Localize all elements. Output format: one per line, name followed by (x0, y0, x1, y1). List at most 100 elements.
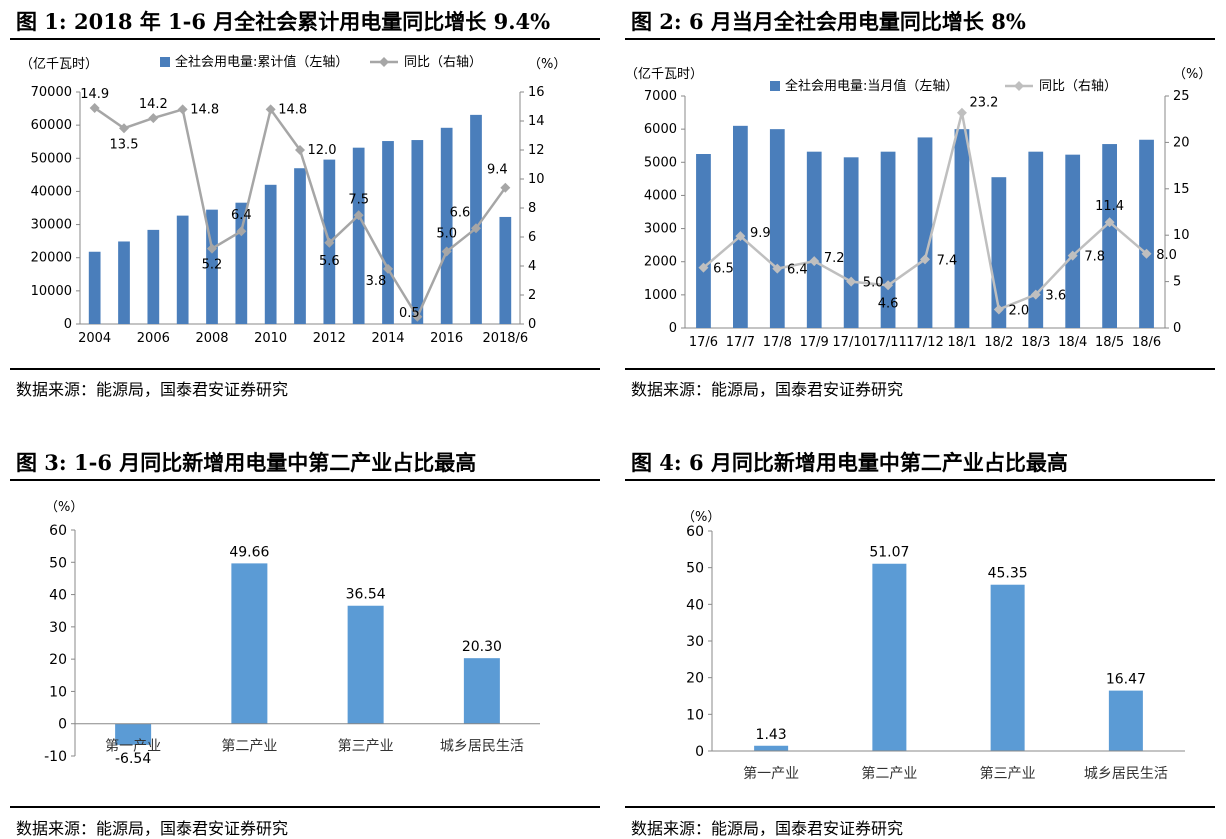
title-rule (10, 479, 600, 481)
legend-bar-label: 全社会用电量:累计值（左轴） (175, 54, 348, 70)
y-tick-label: 50 (686, 561, 704, 577)
bar (733, 125, 748, 328)
right-tick-label: 2 (528, 288, 536, 303)
y-tick-label: 10 (686, 707, 704, 723)
x-tick-label: 18/4 (1058, 335, 1087, 350)
bar (411, 140, 424, 324)
left-tick-label: 30000 (31, 218, 72, 233)
x-tick-label: 2016 (430, 331, 463, 346)
y-tick-label: 40 (49, 588, 67, 604)
bar (917, 137, 933, 328)
right-tick-label: 0 (528, 317, 536, 332)
data-label: 2.0 (1009, 303, 1030, 318)
legend-bar-swatch (160, 57, 170, 67)
line-point (236, 226, 247, 237)
data-label: 6.4 (787, 263, 808, 278)
right-tick-label: 8 (528, 201, 536, 216)
left-tick-label: 6000 (644, 122, 677, 137)
figure-title: 图 2: 6 月当月全社会用电量同比增长 8% (631, 9, 1026, 34)
line-point (772, 263, 783, 274)
line-point (735, 231, 746, 242)
data-label: 36.54 (346, 587, 386, 603)
category-label: 城乡居民生活 (1084, 766, 1168, 782)
figure-title: 图 3: 1-6 月同比新增用电量中第二产业占比最高 (16, 450, 477, 475)
data-label: 14.8 (190, 102, 219, 117)
right-tick-label: 10 (1173, 228, 1190, 243)
data-label: 8.0 (1156, 248, 1177, 263)
figure-4: 图 4: 6 月同比新增用电量中第二产业占比最高 （%） 0 10 20 30 40 50 6… (625, 419, 1215, 838)
category-label: 第三产业 (338, 738, 394, 755)
x-tick-label: 18/3 (1021, 335, 1050, 350)
bar (352, 147, 365, 324)
y-tick-label: 60 (686, 524, 704, 540)
right-tick-label: 25 (1173, 89, 1190, 104)
x-tick-label: 17/8 (763, 335, 792, 350)
bar (1028, 151, 1044, 328)
x-tick-label: 2008 (195, 331, 228, 346)
chart-3: （%） -10 0 10 20 30 40 50 60 -6.54 49.66 36.54 20.30 第… (44, 500, 540, 767)
data-label: 23.2 (969, 96, 998, 111)
y-tick-label: 30 (686, 634, 704, 650)
right-tick-label: 20 (1173, 135, 1190, 150)
line-point (119, 123, 129, 134)
y-tick-label: 20 (49, 652, 67, 668)
line-point (1141, 248, 1152, 259)
data-label: 11.4 (1095, 199, 1124, 214)
line-point (148, 113, 159, 124)
line-point (265, 104, 276, 115)
data-label: 20.30 (462, 639, 502, 655)
data-label: -6.54 (115, 751, 151, 767)
bar (990, 584, 1025, 751)
x-tick-label: 17/11 (869, 335, 906, 350)
figure-3: 图 3: 1-6 月同比新增用电量中第二产业占比最高 （%） -10 0 10 20 30… (10, 419, 600, 838)
legend-line-marker (379, 57, 389, 67)
x-tick-label: 2018/6 (482, 331, 528, 346)
data-label: 5.6 (319, 254, 340, 269)
bar (1065, 154, 1081, 328)
bar (115, 723, 152, 745)
bar (440, 127, 453, 325)
x-tick-label: 2012 (313, 331, 346, 346)
chart-1: （亿千瓦时） （%） 全社会用电量:累计值（左轴） 同比（右轴） 0 10000 20000… (20, 54, 566, 346)
source-note: 数据来源：能源局，国泰君安证券研究 (16, 380, 289, 399)
bar (1108, 690, 1143, 751)
bar (88, 251, 101, 324)
x-tick-label: 18/2 (984, 335, 1013, 350)
legend-line-marker (1014, 81, 1024, 91)
figure-title: 图 1: 2018 年 1-6 月全社会累计用电量同比增长 9.4% (16, 9, 551, 34)
data-label: 12.0 (308, 143, 337, 158)
y-axis-unit: （%） (682, 510, 720, 525)
y-tick-label: 20 (686, 671, 704, 687)
line-point (956, 107, 967, 118)
right-tick-label: 10 (528, 172, 545, 187)
data-label: 7.5 (348, 192, 369, 207)
chart-4: （%） 0 10 20 30 40 50 60 1.43 51.07 45.35 16.47 第一产业 第… (682, 510, 1185, 782)
data-label: 6.4 (231, 208, 252, 223)
x-tick-label: 2006 (137, 331, 170, 346)
data-label: 5.0 (863, 276, 884, 291)
bar (176, 215, 189, 324)
bar (872, 563, 907, 751)
data-label: 7.2 (824, 251, 845, 266)
left-tick-label: 60000 (31, 118, 72, 133)
data-label: 14.9 (80, 87, 109, 102)
left-tick-label: 0 (669, 321, 677, 336)
left-tick-label: 10000 (31, 284, 72, 299)
legend-line-label: 同比（右轴） (404, 55, 482, 70)
source-note: 数据来源：能源局，国泰君安证券研究 (631, 380, 904, 399)
bar (382, 141, 394, 324)
category-label: 第一产业 (105, 738, 161, 755)
bar (294, 168, 306, 324)
bar (1139, 139, 1154, 328)
line-point (993, 304, 1004, 315)
line-point (846, 276, 857, 287)
bar (769, 129, 785, 328)
y-tick-label: -10 (44, 749, 67, 765)
line-point (207, 243, 217, 254)
data-label: 7.4 (937, 253, 958, 268)
left-tick-label: 3000 (644, 222, 677, 237)
bottom-rule (10, 806, 600, 808)
right-tick-label: 12 (528, 143, 545, 158)
left-tick-label: 5000 (644, 155, 677, 170)
bar (147, 229, 160, 324)
